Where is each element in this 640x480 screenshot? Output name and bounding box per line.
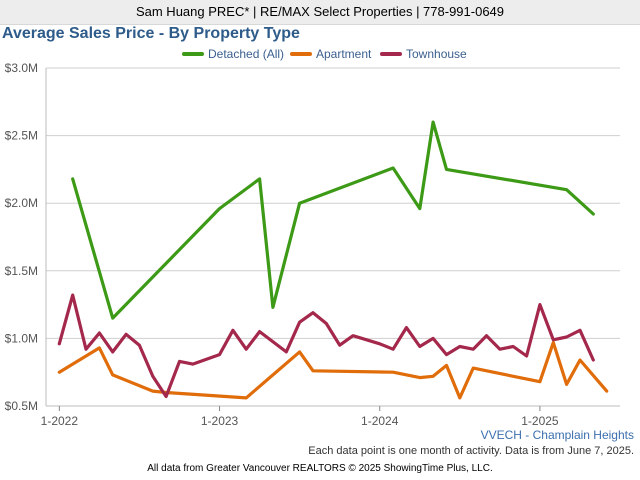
- y-tick-label: $0.5M: [5, 399, 38, 413]
- series-line-townhouse: [57, 293, 595, 399]
- legend-swatch-apartment: [290, 52, 312, 56]
- series-line-detached: [71, 120, 595, 320]
- legend-label-detached: Detached (All): [208, 47, 285, 61]
- x-tick-label: 1-2022: [41, 414, 79, 428]
- chart-grid: [46, 67, 620, 407]
- y-tick-label: $2.0M: [5, 196, 38, 210]
- legend-swatch-detached: [182, 52, 204, 56]
- agent-banner: Sam Huang PREC* | RE/MAX Select Properti…: [0, 0, 640, 25]
- legend-swatch-townhouse: [380, 52, 402, 56]
- chart-axes: $0.5M $1.0M $1.5M $2.0M $2.5M $3.0M 1-2022 1-20…: [5, 61, 620, 428]
- y-tick-label: $3.0M: [5, 61, 38, 75]
- y-tick-label: $1.0M: [5, 331, 38, 345]
- data-credit: All data from Greater Vancouver REALTORS…: [147, 463, 493, 474]
- chart-title: Average Sales Price - By Property Type: [2, 25, 300, 42]
- chart-series: [57, 120, 609, 400]
- data-note: Each data point is one month of activity…: [308, 445, 634, 457]
- legend-label-townhouse: Townhouse: [406, 47, 467, 61]
- series-line-apartment: [57, 340, 609, 400]
- y-tick-label: $2.5M: [5, 129, 38, 143]
- x-tick-label: 1-2023: [201, 414, 239, 428]
- x-tick-label: 1-2025: [521, 414, 559, 428]
- region-label: VVECH - Champlain Heights: [480, 428, 634, 442]
- x-tick-label: 1-2024: [361, 414, 399, 428]
- chart-legend: Detached (All) Apartment Townhouse: [0, 46, 640, 62]
- y-tick-label: $1.5M: [5, 264, 38, 278]
- agent-line: Sam Huang PREC* | RE/MAX Select Properti…: [135, 4, 505, 19]
- legend-label-apartment: Apartment: [316, 47, 372, 61]
